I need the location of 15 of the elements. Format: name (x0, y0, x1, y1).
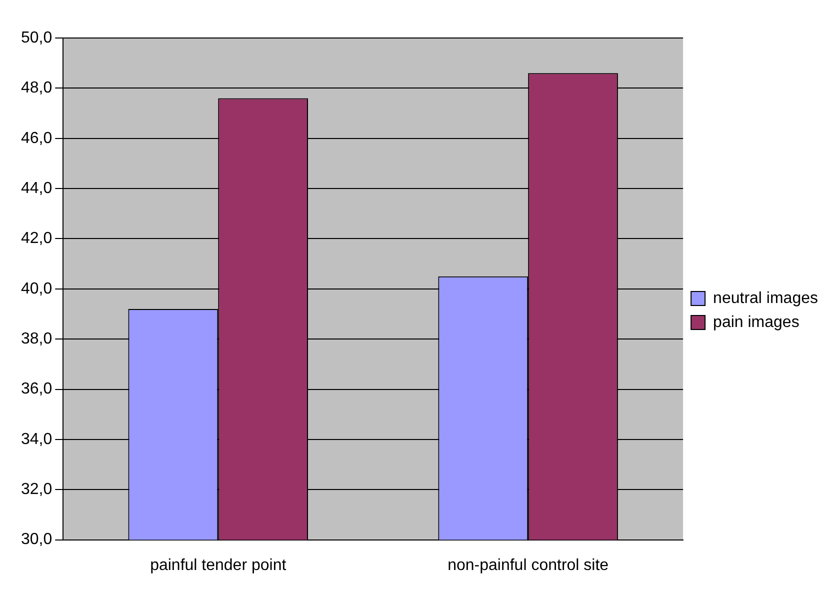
y-tick-label: 32,0 (21, 481, 52, 498)
y-tick-label: 42,0 (21, 230, 52, 248)
legend-label: neutral images (713, 290, 818, 307)
legend-label: pain images (713, 314, 800, 331)
y-tick-label: 34,0 (21, 430, 52, 448)
y-tick-label: 40,0 (21, 280, 52, 298)
y-tick-label: 30,0 (21, 531, 52, 548)
x-tick-label: non-painful control site (448, 556, 609, 574)
y-tick-label: 36,0 (21, 380, 52, 398)
x-tick-label: painful tender point (150, 556, 287, 574)
y-tick-label: 44,0 (21, 180, 52, 197)
y-tick-label: 38,0 (21, 330, 52, 348)
y-tick-label: 46,0 (21, 130, 52, 147)
y-tick-label: 48,0 (21, 80, 52, 97)
y-tick-label: 50,0 (21, 29, 52, 46)
